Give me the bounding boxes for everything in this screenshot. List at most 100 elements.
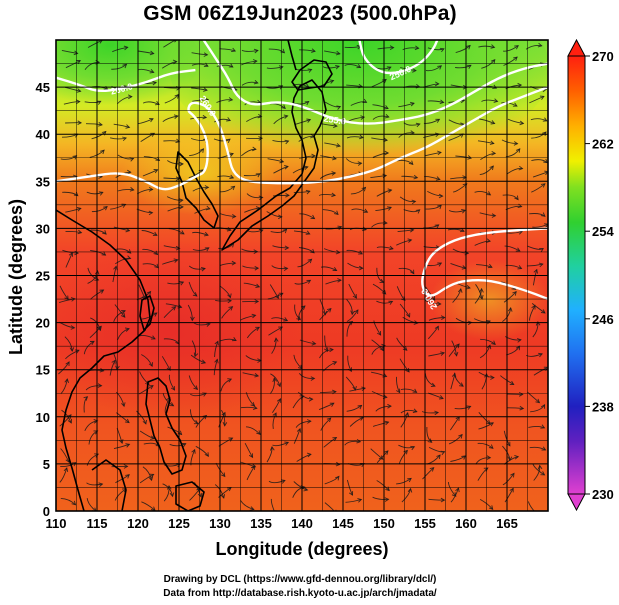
credit-drawing: Drawing by DCL (https://www.gfd-dennou.o…: [163, 574, 437, 585]
streamline-arrowhead: [204, 185, 210, 190]
streamline-arrowhead: [200, 266, 206, 272]
streamline-arrowhead: [179, 204, 184, 210]
streamline-arrowhead: [254, 265, 260, 271]
streamline-arrowhead: [491, 213, 497, 218]
streamline-arrowhead: [205, 322, 211, 327]
streamline: [245, 355, 262, 361]
streamline: [137, 50, 154, 55]
streamline-arrowhead: [466, 284, 471, 290]
streamline: [213, 118, 231, 123]
streamline-arrowhead: [434, 410, 440, 416]
streamline-arrowhead: [77, 229, 83, 235]
streamline: [478, 422, 494, 430]
streamline: [478, 45, 495, 48]
streamline-arrowhead: [285, 193, 290, 198]
streamline-arrowhead: [254, 299, 260, 304]
streamline: [292, 101, 309, 105]
streamline: [504, 245, 521, 252]
streamline: [217, 153, 234, 159]
streamline-arrowhead: [230, 185, 236, 191]
streamline-arrowhead: [403, 449, 408, 455]
streamline: [216, 64, 234, 68]
streamline-arrowhead: [283, 266, 289, 271]
streamline-arrowhead: [490, 120, 496, 125]
streamline: [480, 338, 496, 345]
streamline-arrowhead: [65, 361, 70, 367]
y-tick-label: 45: [36, 80, 50, 95]
streamline-arrowhead: [255, 173, 261, 178]
streamline-arrowhead: [486, 191, 492, 196]
streamline: [271, 265, 288, 270]
streamline-arrowhead: [255, 326, 261, 331]
streamline-arrowhead: [509, 380, 515, 385]
streamline-arrowhead: [169, 492, 175, 498]
streamline-arrowhead: [406, 312, 411, 318]
streamline-arrowhead: [332, 266, 338, 272]
streamline: [324, 142, 341, 147]
streamline-arrowhead: [440, 497, 446, 503]
streamline: [60, 155, 77, 160]
streamline-arrowhead: [256, 430, 261, 435]
streamline-arrowhead: [519, 120, 525, 126]
streamline-arrowhead: [181, 443, 187, 448]
streamline: [272, 194, 290, 197]
streamline-arrowhead: [491, 151, 497, 156]
streamline: [142, 248, 158, 255]
streamline: [345, 158, 362, 164]
streamline: [427, 191, 443, 197]
streamline-arrowhead: [283, 317, 289, 322]
streamline-arrowhead: [178, 198, 184, 203]
streamline-arrowhead: [227, 298, 233, 304]
colorbar-gradient: [567, 55, 586, 495]
streamline-arrowhead: [99, 289, 105, 294]
streamline: [501, 139, 518, 145]
streamline: [266, 66, 283, 69]
streamline: [397, 159, 414, 165]
streamline: [371, 137, 388, 141]
streamline: [474, 190, 491, 196]
streamline-arrowhead: [122, 136, 128, 142]
streamline: [424, 373, 436, 387]
x-axis-label: Longitude (degrees): [215, 539, 388, 559]
streamline: [427, 47, 445, 51]
streamline-arrowhead: [384, 113, 390, 119]
streamline-arrowhead: [513, 141, 519, 146]
streamline: [192, 99, 209, 102]
streamline-arrowhead: [332, 155, 337, 161]
streamline: [447, 228, 465, 232]
streamline-arrowhead: [348, 491, 354, 496]
streamline-arrowhead: [337, 278, 342, 283]
x-tick-label: 145: [332, 516, 354, 531]
x-tick-label: 110: [46, 516, 67, 531]
streamline: [503, 56, 518, 66]
streamline-arrowhead: [427, 438, 433, 443]
streamline-arrowhead: [383, 137, 389, 143]
streamline: [455, 64, 472, 69]
streamline: [191, 340, 197, 357]
streamline-arrowhead: [489, 165, 494, 171]
streamline: [246, 465, 256, 481]
coastline-sakhalin: [287, 40, 297, 71]
streamline-arrowhead: [354, 309, 359, 315]
colorbar-tick-label: 230: [592, 487, 614, 502]
streamline-arrowhead: [490, 375, 495, 380]
streamline-arrowhead: [387, 403, 392, 409]
streamline: [319, 308, 332, 321]
streamline-arrowhead: [252, 146, 257, 152]
streamline: [478, 412, 491, 425]
streamline-arrowhead: [149, 117, 154, 123]
streamline-arrowhead: [125, 227, 131, 233]
streamline-arrowhead: [67, 418, 72, 424]
streamline-arrowhead: [492, 84, 498, 89]
streamline: [188, 375, 198, 390]
colorbar-ticks: 230 238 246 254 262 270: [585, 49, 614, 502]
streamline: [188, 265, 206, 270]
streamline: [246, 326, 260, 339]
streamline: [270, 498, 275, 511]
streamline-arrowhead: [169, 402, 175, 407]
streamline-arrowhead: [356, 63, 362, 69]
streamline-arrowhead: [252, 59, 258, 64]
streamline-arrowhead: [231, 260, 237, 266]
streamline-arrowhead: [250, 465, 256, 470]
